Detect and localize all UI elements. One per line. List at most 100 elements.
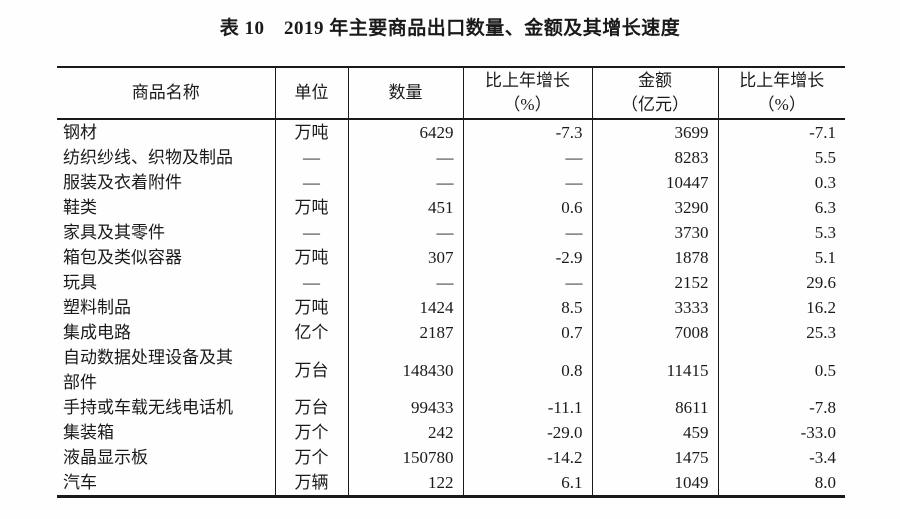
quantity-growth-cell: -7.3 (463, 119, 593, 145)
unit-cell: 万吨 (275, 295, 349, 320)
unit-cell: 亿个 (275, 320, 349, 345)
unit-cell: 万台 (275, 395, 349, 420)
col-header-unit: 单位 (275, 67, 349, 120)
quantity-cell: — (348, 270, 464, 295)
quantity-growth-cell: — (463, 170, 593, 195)
commodity-name-cell: 液晶显示板 (57, 445, 276, 470)
quantity-growth-cell: -29.0 (463, 420, 593, 445)
value-growth-cell: 29.6 (806, 273, 836, 292)
unit-cell: 万吨 (275, 245, 349, 270)
value-growth-cell: 0.3 (814, 173, 836, 192)
commodity-name-cell: 自动数据处理设备及其部件 (57, 345, 276, 395)
table-row: 汽车 万辆 122 6.1 1049 8.0 (57, 470, 845, 497)
quantity-cell: 1424 (348, 295, 464, 320)
value-cell: 10447 (592, 170, 719, 195)
quantity-cell: 242 (348, 420, 464, 445)
commodity-name-cell: 塑料制品 (57, 295, 276, 320)
value-growth-cell: 5.5 (814, 148, 836, 167)
value-cell: 3333 (592, 295, 719, 320)
col-header-value-growth: 比上年增长 （%） (718, 67, 845, 120)
col-header-quantity-growth: 比上年增长 （%） (463, 67, 593, 120)
unit-cell: 万个 (275, 420, 349, 445)
col-header-label: 商品名称 (131, 83, 200, 102)
table-row: 集成电路 亿个 2187 0.7 7008 25.3 (57, 320, 845, 345)
col-header-commodity: 商品名称 (57, 67, 276, 120)
commodity-name-cell: 集成电路 (57, 320, 276, 345)
value-cell: 459 (592, 420, 719, 445)
quantity-growth-cell: -2.9 (463, 245, 593, 270)
quantity-cell: 2187 (348, 320, 464, 345)
col-header-sublabel: （%） (503, 95, 552, 114)
value-growth-cell: -33.0 (800, 423, 836, 442)
value-cell: 8283 (592, 145, 719, 170)
table-row: 鞋类 万吨 451 0.6 3290 6.3 (57, 195, 845, 220)
col-header-value: 金额 （亿元） (592, 67, 719, 120)
value-growth-cell: 5.1 (814, 248, 836, 267)
commodity-name-cell: 纺织纱线、织物及制品 (57, 145, 276, 170)
quantity-cell: 307 (348, 245, 464, 270)
unit-cell: 万个 (275, 445, 349, 470)
unit-cell: — (275, 270, 349, 295)
value-growth-cell: -7.1 (809, 123, 836, 142)
col-header-quantity: 数量 (348, 67, 464, 120)
value-cell: 2152 (592, 270, 719, 295)
unit-cell: 万吨 (275, 119, 349, 145)
quantity-cell: — (348, 145, 464, 170)
col-header-sublabel: （亿元） (621, 95, 689, 114)
col-header-sublabel: （%） (757, 95, 806, 114)
quantity-growth-cell: 0.6 (463, 195, 593, 220)
quantity-cell: 122 (348, 470, 464, 497)
col-header-label: 单位 (294, 83, 329, 102)
quantity-growth-cell: — (463, 270, 593, 295)
commodity-name-cell: 家具及其零件 (57, 220, 276, 245)
col-header-label: 比上年增长 (485, 71, 570, 90)
quantity-growth-cell: -14.2 (463, 445, 593, 470)
quantity-cell: 99433 (348, 395, 464, 420)
unit-cell: 万吨 (275, 195, 349, 220)
unit-cell: — (275, 170, 349, 195)
header-row: 商品名称 单位 数量 比上年增长 （%） 金额 （亿元） (57, 67, 845, 120)
table-row: 集装箱 万个 242 -29.0 459 -33.0 (57, 420, 845, 445)
quantity-growth-cell: -11.1 (463, 395, 593, 420)
commodity-name-cell: 钢材 (57, 119, 276, 145)
table-row: 自动数据处理设备及其部件 万台 148430 0.8 11415 0.5 (57, 345, 845, 395)
value-growth-cell: 25.3 (806, 323, 836, 342)
quantity-growth-cell: 0.8 (463, 345, 593, 395)
col-header-label: 金额 (638, 71, 672, 90)
commodity-name-cell: 箱包及类似容器 (57, 245, 276, 270)
value-cell: 1475 (592, 445, 719, 470)
unit-cell: — (275, 145, 349, 170)
value-growth-cell: 16.2 (806, 298, 836, 317)
quantity-cell: 451 (348, 195, 464, 220)
commodity-name-cell: 服装及衣着附件 (57, 170, 276, 195)
value-growth-cell: -3.4 (809, 448, 836, 467)
value-growth-cell: 8.0 (814, 473, 836, 492)
quantity-growth-cell: 8.5 (463, 295, 593, 320)
commodity-name-cell: 汽车 (57, 470, 276, 497)
value-cell: 3290 (592, 195, 719, 220)
value-cell: 11415 (592, 345, 719, 395)
quantity-cell: 148430 (348, 345, 464, 395)
table-body: 钢材 万吨 6429 -7.3 3699 -7.1 纺织纱线、织物及制品 — — —8283 5.5… (57, 119, 845, 497)
table-title: 表 10 2019 年主要商品出口数量、金额及其增长速度 (219, 18, 681, 39)
quantity-cell: — (348, 220, 464, 245)
table-row: 玩具 — — —2152 29.6 (57, 270, 845, 295)
table-row: 手持或车载无线电话机 万台 99433 -11.1 8611 -7.8 (57, 395, 845, 420)
table-row: 塑料制品 万吨 1424 8.5 3333 16.2 (57, 295, 845, 320)
commodity-name-cell: 集装箱 (57, 420, 276, 445)
value-growth-cell: 5.3 (814, 223, 836, 242)
table-row: 液晶显示板 万个 150780 -14.2 1475 -3.4 (57, 445, 845, 470)
quantity-growth-cell: — (463, 145, 593, 170)
value-cell: 3699 (592, 119, 719, 145)
quantity-growth-cell: 0.7 (463, 320, 593, 345)
quantity-cell: — (348, 170, 464, 195)
quantity-growth-cell: 6.1 (463, 470, 593, 497)
table-row: 箱包及类似容器 万吨 307 -2.9 1878 5.1 (57, 245, 845, 270)
unit-cell: 万辆 (275, 470, 349, 497)
quantity-cell: 6429 (348, 119, 464, 145)
value-cell: 7008 (592, 320, 719, 345)
commodity-name-cell: 玩具 (57, 270, 276, 295)
table-row: 纺织纱线、织物及制品 — — —8283 5.5 (57, 145, 845, 170)
value-cell: 3730 (592, 220, 719, 245)
